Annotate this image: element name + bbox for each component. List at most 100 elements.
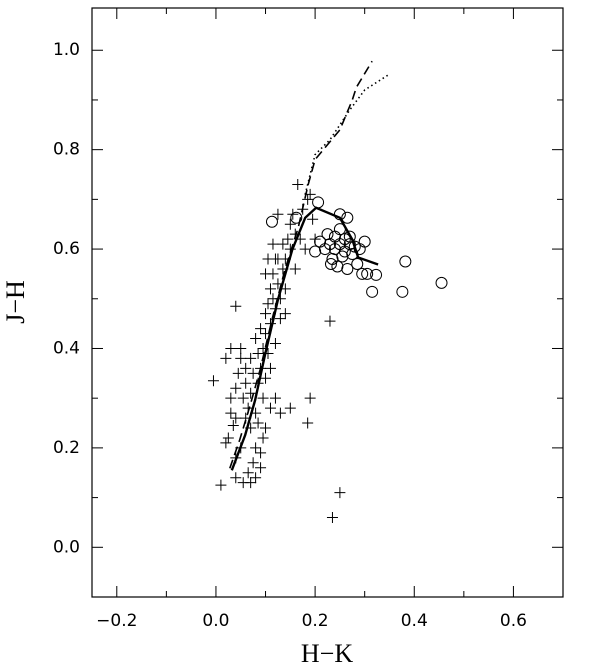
plus-point: [235, 352, 247, 364]
plus-point: [262, 347, 274, 359]
plus-point: [215, 479, 227, 491]
y-tick-label: 1.0: [53, 40, 80, 60]
x-tick-label: 0.6: [500, 611, 527, 631]
plus-point: [279, 253, 291, 265]
plus-point: [284, 218, 296, 230]
plus-point: [230, 300, 242, 312]
y-axis-title: J−H: [1, 280, 30, 324]
circle-point: [319, 243, 332, 256]
plus-point: [247, 367, 259, 379]
plus-point: [255, 447, 267, 459]
plus-point: [252, 377, 264, 389]
circle-point: [324, 257, 337, 270]
plus-point: [269, 253, 281, 265]
x-tick-label: 0.0: [202, 611, 229, 631]
plus-point: [230, 412, 242, 424]
plus-point: [260, 268, 272, 280]
circle-point: [361, 267, 374, 280]
circle-point: [341, 262, 354, 275]
plus-point: [235, 342, 247, 354]
circle-point: [370, 268, 383, 281]
y-tick-label: 0.0: [53, 537, 80, 557]
plus-point: [289, 263, 301, 275]
plus-point: [307, 213, 319, 225]
plus-point: [222, 432, 234, 444]
plus-point: [225, 407, 237, 419]
plus-point: [277, 238, 289, 250]
y-tick-label: 0.6: [53, 239, 80, 259]
x-axis-title: H−K: [301, 639, 353, 668]
plus-point: [247, 457, 259, 469]
plus-point: [334, 487, 346, 499]
plus-point: [255, 362, 267, 374]
plus-point: [242, 467, 254, 479]
plus-point: [262, 298, 274, 310]
plus-point: [250, 407, 262, 419]
plus-point: [230, 382, 242, 394]
circle-point: [399, 255, 412, 268]
plus-point: [242, 402, 254, 414]
circle-point: [341, 211, 354, 224]
plus-point: [260, 308, 272, 320]
plus-point: [294, 233, 306, 245]
plus-point: [240, 412, 252, 424]
circle-point: [358, 235, 371, 248]
circle-point: [366, 285, 379, 298]
plus-point: [269, 338, 281, 350]
circle-point: [309, 245, 322, 258]
plus-point: [272, 278, 284, 290]
plus-point: [304, 392, 316, 404]
circle-point: [351, 257, 364, 270]
plus-point: [260, 422, 272, 434]
plus-point: [232, 367, 244, 379]
plus-point: [207, 375, 219, 387]
plus-point: [240, 377, 252, 389]
plus-point: [274, 293, 286, 305]
plus-point: [264, 402, 276, 414]
circle-point: [312, 196, 325, 209]
plus-point: [230, 452, 242, 464]
plus-point: [255, 323, 267, 335]
plus-point: [326, 511, 338, 523]
plus-point: [274, 313, 286, 325]
plus-point: [267, 238, 279, 250]
plus-point: [272, 208, 284, 220]
plus-point: [269, 392, 281, 404]
plus-point: [279, 308, 291, 320]
plus-point: [225, 392, 237, 404]
plus-point: [250, 442, 262, 454]
plus-point: [252, 347, 264, 359]
x-tick-label: −0.2: [96, 611, 137, 631]
plus-point: [287, 208, 299, 220]
plus-point: [260, 328, 272, 340]
y-tick-label: 0.8: [53, 140, 80, 160]
plus-point: [230, 472, 242, 484]
y-tick-label: 0.4: [53, 338, 80, 358]
plus-point: [245, 352, 257, 364]
plus-point: [257, 392, 269, 404]
plus-point: [284, 402, 296, 414]
plus-point: [220, 352, 232, 364]
plus-point: [257, 432, 269, 444]
plus-point: [274, 407, 286, 419]
plus-point: [235, 442, 247, 454]
plus-point: [245, 422, 257, 434]
circle-point: [435, 276, 448, 289]
plus-point: [292, 178, 304, 190]
plus-point: [250, 472, 262, 484]
plus-point: [237, 392, 249, 404]
circle-point: [343, 230, 356, 243]
circle-point: [333, 208, 346, 221]
plus-point: [252, 417, 264, 429]
line-dotted: [304, 74, 389, 195]
plus-point: [250, 333, 262, 345]
circle-point: [328, 230, 341, 243]
plus-point: [299, 243, 311, 255]
plus-point: [260, 372, 272, 384]
plus-point: [324, 315, 336, 327]
plus-point: [220, 437, 232, 449]
plus-point: [269, 303, 281, 315]
y-tick-label: 0.2: [53, 438, 80, 458]
circle-point: [396, 285, 409, 298]
